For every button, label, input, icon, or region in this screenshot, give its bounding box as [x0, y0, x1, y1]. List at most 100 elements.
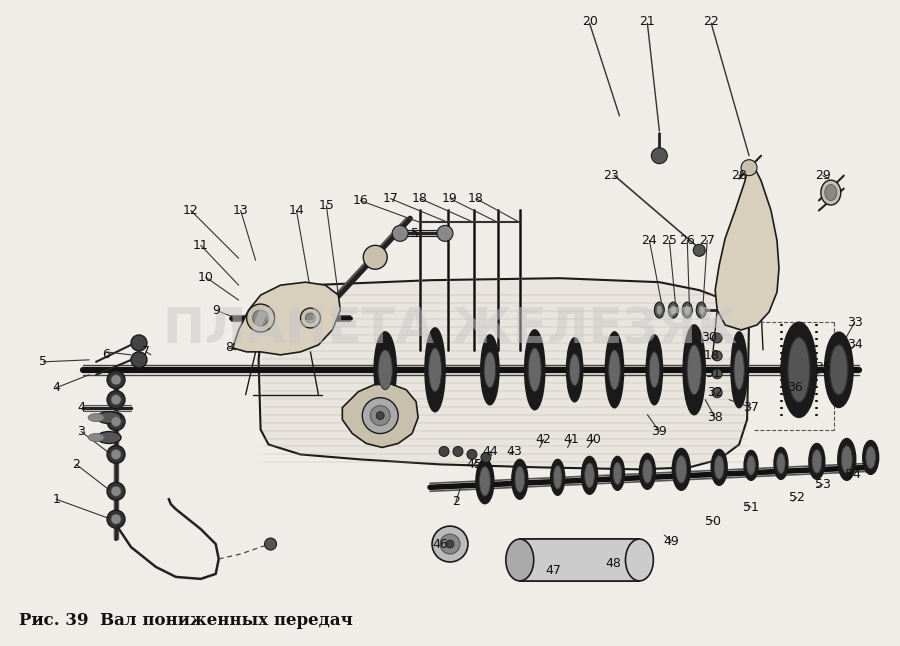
Bar	[520, 539, 639, 581]
Circle shape	[111, 514, 121, 524]
Ellipse shape	[643, 460, 652, 483]
Ellipse shape	[824, 185, 837, 200]
Ellipse shape	[481, 335, 499, 404]
Circle shape	[107, 446, 125, 463]
Ellipse shape	[512, 459, 527, 499]
Circle shape	[111, 375, 121, 385]
Ellipse shape	[809, 444, 824, 479]
Ellipse shape	[480, 467, 491, 496]
Text: 50: 50	[706, 515, 721, 528]
Ellipse shape	[669, 302, 679, 318]
Ellipse shape	[567, 338, 582, 402]
Circle shape	[432, 526, 468, 562]
Ellipse shape	[788, 337, 810, 402]
Ellipse shape	[476, 459, 494, 504]
Ellipse shape	[731, 332, 747, 408]
Ellipse shape	[528, 348, 541, 391]
Ellipse shape	[428, 348, 442, 391]
Text: 18: 18	[412, 192, 428, 205]
Text: 6: 6	[102, 348, 110, 361]
Text: 47: 47	[545, 565, 562, 578]
Ellipse shape	[744, 450, 758, 481]
Text: 52: 52	[789, 491, 805, 504]
Text: 33: 33	[847, 315, 862, 329]
Circle shape	[107, 413, 125, 430]
Ellipse shape	[734, 350, 744, 390]
Ellipse shape	[378, 350, 392, 390]
Ellipse shape	[606, 332, 624, 408]
Circle shape	[481, 452, 491, 463]
Ellipse shape	[88, 433, 104, 441]
Ellipse shape	[585, 463, 594, 488]
Circle shape	[439, 446, 449, 457]
Ellipse shape	[654, 302, 664, 318]
Ellipse shape	[506, 539, 534, 581]
Text: 5: 5	[411, 227, 419, 240]
Text: 23: 23	[604, 169, 619, 182]
Ellipse shape	[656, 305, 662, 315]
Ellipse shape	[697, 302, 706, 318]
Ellipse shape	[838, 439, 856, 481]
Text: 28: 28	[731, 169, 747, 182]
Circle shape	[741, 160, 757, 176]
Text: 39: 39	[652, 425, 667, 438]
Ellipse shape	[610, 457, 625, 490]
Ellipse shape	[649, 352, 660, 388]
Ellipse shape	[863, 441, 878, 474]
Text: 24: 24	[642, 234, 657, 247]
Text: 12: 12	[183, 204, 199, 217]
Text: 2: 2	[72, 458, 80, 471]
Text: 15: 15	[319, 199, 334, 212]
Text: 54: 54	[845, 468, 860, 481]
Ellipse shape	[682, 302, 692, 318]
Ellipse shape	[525, 330, 544, 410]
Text: 34: 34	[847, 339, 862, 351]
Text: 4: 4	[52, 381, 60, 394]
Circle shape	[111, 395, 121, 404]
Ellipse shape	[613, 463, 622, 484]
Text: 45: 45	[466, 458, 482, 471]
Ellipse shape	[88, 413, 104, 422]
Ellipse shape	[683, 325, 706, 415]
Circle shape	[107, 510, 125, 528]
Text: 30: 30	[701, 331, 717, 344]
Polygon shape	[233, 282, 340, 355]
Circle shape	[652, 148, 667, 163]
Circle shape	[111, 486, 121, 496]
Text: Рис. 39  Вал пониженных передач: Рис. 39 Вал пониженных передач	[19, 612, 353, 629]
Text: 4: 4	[77, 401, 86, 414]
Text: 42: 42	[536, 433, 552, 446]
Circle shape	[247, 304, 274, 332]
Ellipse shape	[646, 335, 662, 404]
Text: 49: 49	[663, 534, 680, 548]
Ellipse shape	[711, 450, 727, 485]
Text: 32: 32	[707, 386, 723, 399]
Ellipse shape	[747, 455, 755, 475]
Ellipse shape	[626, 539, 653, 581]
Text: 29: 29	[815, 169, 831, 182]
Circle shape	[301, 308, 320, 328]
Text: 18: 18	[703, 349, 719, 362]
Circle shape	[131, 352, 147, 368]
Text: 10: 10	[198, 271, 213, 284]
Text: 51: 51	[743, 501, 759, 514]
Circle shape	[376, 412, 384, 420]
Text: 31: 31	[706, 368, 721, 380]
Ellipse shape	[715, 455, 724, 479]
Circle shape	[363, 398, 398, 433]
Text: 1: 1	[52, 493, 60, 506]
Text: 7: 7	[142, 346, 150, 359]
Text: 2: 2	[452, 495, 460, 508]
Text: 40: 40	[586, 433, 601, 446]
Text: 18: 18	[468, 192, 484, 205]
Circle shape	[107, 371, 125, 389]
Ellipse shape	[824, 333, 853, 407]
Circle shape	[111, 450, 121, 459]
Text: 53: 53	[814, 478, 831, 491]
Text: 37: 37	[743, 401, 759, 414]
Circle shape	[712, 369, 722, 379]
Text: 5: 5	[40, 355, 48, 368]
Text: 44: 44	[482, 445, 498, 458]
Text: 35: 35	[814, 361, 831, 374]
Ellipse shape	[676, 456, 687, 483]
